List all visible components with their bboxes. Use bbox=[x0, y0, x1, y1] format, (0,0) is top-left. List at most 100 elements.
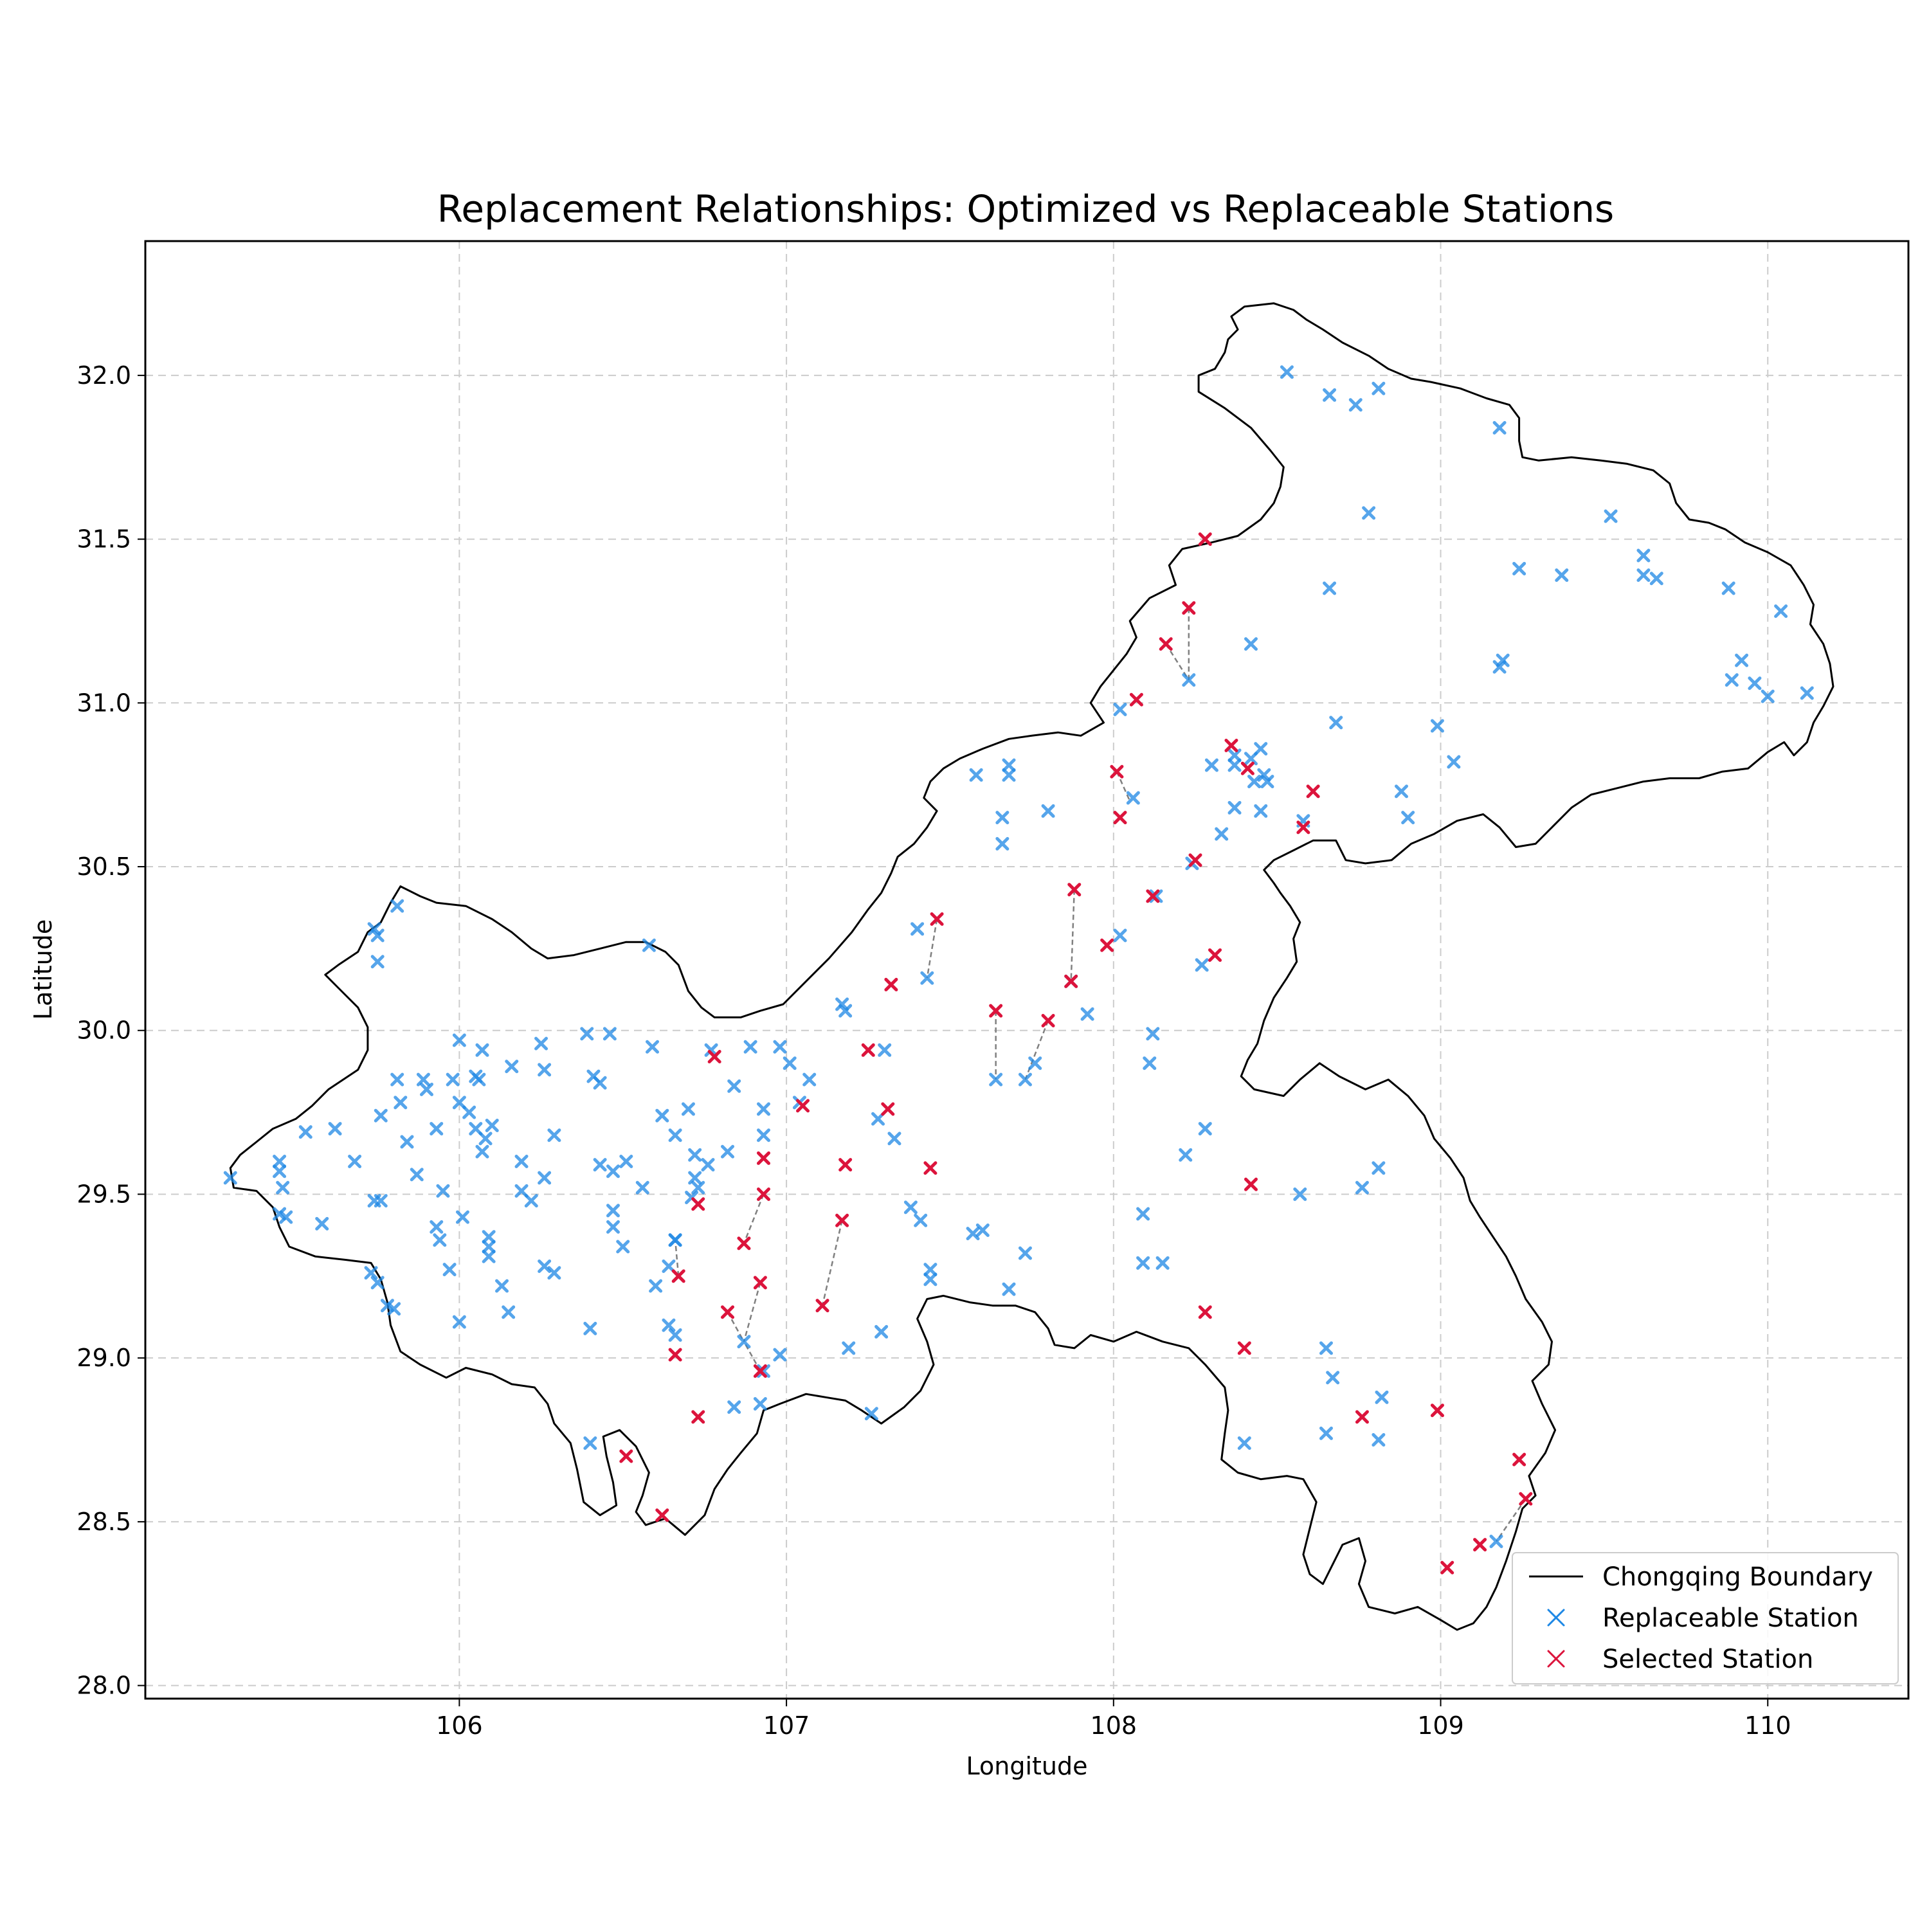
replaceable-station-marker-stroke bbox=[430, 1122, 444, 1136]
replacement-link bbox=[674, 1240, 680, 1276]
selected-station-marker-stroke bbox=[1430, 1404, 1444, 1418]
replaceable-station-marker-stroke bbox=[838, 1004, 853, 1018]
replaceable-station-marker bbox=[1136, 1207, 1150, 1221]
replaceable-station-marker bbox=[1394, 784, 1408, 799]
replaceable-station-marker bbox=[874, 1324, 889, 1339]
selected-station-marker bbox=[1440, 1560, 1454, 1575]
y-tick-label: 31.0 bbox=[77, 689, 131, 717]
replaceable-station-marker bbox=[1002, 758, 1016, 772]
replaceable-station-marker bbox=[668, 1233, 682, 1247]
replaceable-station-marker-stroke bbox=[452, 1033, 466, 1047]
replaceable-station-marker bbox=[1254, 742, 1268, 756]
replaceable-station-marker bbox=[534, 1036, 548, 1051]
selected-station-marker bbox=[796, 1099, 810, 1113]
selected-station-marker bbox=[1188, 853, 1202, 867]
replaceable-station-marker bbox=[315, 1216, 329, 1231]
selected-station-marker bbox=[881, 1102, 895, 1116]
selected-station-marker-stroke bbox=[1041, 1013, 1055, 1027]
replacement-link bbox=[1024, 1020, 1049, 1080]
replaceable-station-marker bbox=[495, 1279, 509, 1293]
replacement-link bbox=[1116, 771, 1131, 802]
replaceable-station-marker bbox=[842, 1341, 856, 1355]
replaceable-station-marker bbox=[1143, 1056, 1157, 1070]
replaceable-station-marker-stroke bbox=[370, 928, 385, 943]
replaceable-station-marker-stroke bbox=[1774, 604, 1788, 618]
replaceable-station-marker bbox=[478, 1132, 493, 1146]
replacement-link bbox=[743, 1194, 765, 1244]
replaceable-station-marker-stroke bbox=[547, 1266, 561, 1280]
replaceable-station-marker-stroke bbox=[370, 955, 385, 969]
selected-station-marker bbox=[1355, 1410, 1369, 1424]
selected-station-marker-stroke bbox=[1110, 764, 1124, 779]
replaceable-station-marker-stroke bbox=[538, 1063, 552, 1077]
selected-station-marker-stroke bbox=[1129, 692, 1143, 707]
replaceable-station-marker bbox=[920, 971, 934, 985]
replaceable-station-marker bbox=[701, 1158, 715, 1172]
selected-station-marker bbox=[835, 1213, 849, 1227]
replaceable-station-marker-stroke bbox=[279, 1210, 293, 1224]
replaceable-station-marker-stroke bbox=[370, 1276, 385, 1290]
replaceable-station-marker bbox=[606, 1164, 620, 1178]
replaceable-station-marker bbox=[1447, 755, 1461, 769]
replaceable-station-marker bbox=[390, 1072, 404, 1087]
selected-station-marker-stroke bbox=[1473, 1538, 1487, 1552]
replaceable-station-marker bbox=[416, 1072, 430, 1087]
selected-station-marker-stroke bbox=[861, 1043, 875, 1057]
replaceable-station-marker-stroke bbox=[1244, 637, 1258, 651]
replaceable-station-marker bbox=[370, 928, 385, 943]
replaceable-station-marker bbox=[1636, 568, 1651, 582]
replacement-links bbox=[674, 608, 1526, 1542]
legend: Chongqing Boundary Replaceable Station S… bbox=[1512, 1552, 1899, 1684]
selected-station-marker bbox=[861, 1043, 875, 1057]
replaceable-station-marker bbox=[370, 955, 385, 969]
replaceable-station-marker-stroke bbox=[668, 1233, 682, 1247]
replaceable-station-marker-stroke bbox=[920, 971, 934, 985]
replaceable-station-marker-stroke bbox=[1372, 1433, 1386, 1447]
replaceable-station-marker bbox=[721, 1144, 735, 1159]
selected-station-marker-stroke bbox=[1244, 1177, 1258, 1191]
x-tick-label: 109 bbox=[1417, 1711, 1464, 1740]
selected-station-marker-stroke bbox=[691, 1197, 705, 1211]
replaceable-station-marker-stroke bbox=[1195, 958, 1209, 972]
replaceable-station-marker bbox=[538, 1171, 552, 1185]
selected-station-marker-stroke bbox=[1113, 811, 1127, 825]
replaceable-station-marker-stroke bbox=[1227, 800, 1242, 815]
replaceable-station-marker bbox=[773, 1348, 787, 1362]
replaceable-station-marker-stroke bbox=[1636, 568, 1651, 582]
selected-station-marker bbox=[1296, 820, 1310, 835]
selected-station-marker-stroke bbox=[655, 1508, 669, 1522]
selected-station-marker bbox=[1240, 761, 1254, 775]
replaceable-station-marker-stroke bbox=[1260, 775, 1274, 789]
replaceable-station-marker-stroke bbox=[1215, 827, 1229, 841]
selected-station-marker-stroke bbox=[1355, 1410, 1369, 1424]
replaceable-station-marker bbox=[364, 1266, 378, 1280]
selected-station-marker bbox=[1473, 1538, 1487, 1552]
x-tick-label: 108 bbox=[1091, 1711, 1137, 1740]
selected-station-marker bbox=[1182, 601, 1196, 615]
replaceable-station-marker-stroke bbox=[619, 1155, 633, 1169]
replaceable-station-marker bbox=[276, 1180, 290, 1195]
replaceable-station-marker-stroke bbox=[685, 1191, 699, 1205]
selected-station-marker-stroke bbox=[1100, 938, 1114, 952]
selected-station-marker bbox=[691, 1410, 705, 1424]
replaceable-station-marker-stroke bbox=[1002, 758, 1016, 772]
replaceable-station-marker-stroke bbox=[1237, 1436, 1251, 1450]
replaceable-station-marker bbox=[1604, 509, 1618, 523]
legend-selected-swatch bbox=[1547, 1650, 1565, 1668]
replaceable-station-marker bbox=[1080, 1007, 1094, 1021]
replaceable-station-marker bbox=[1018, 1246, 1032, 1260]
replaceable-station-marker-stroke bbox=[1375, 1390, 1389, 1404]
replaceable-station-marker bbox=[704, 1043, 718, 1057]
replaceable-station-marker bbox=[583, 1321, 597, 1335]
replaceable-station-marker-stroke bbox=[662, 1259, 676, 1274]
replaceable-station-marker-stroke bbox=[446, 1072, 460, 1087]
replaceable-station-marker bbox=[580, 1027, 594, 1041]
replaceable-station-marker-stroke bbox=[1254, 804, 1268, 818]
selected-station-marker bbox=[1110, 764, 1124, 779]
replaceable-station-marker bbox=[1002, 1282, 1016, 1296]
selected-station-marker-stroke bbox=[691, 1410, 705, 1424]
replaceable-station-marker-stroke bbox=[586, 1069, 601, 1083]
replaceable-station-marker bbox=[472, 1072, 486, 1087]
replaceable-station-marker-stroke bbox=[1227, 748, 1242, 763]
replaceable-station-marker bbox=[649, 1279, 663, 1293]
